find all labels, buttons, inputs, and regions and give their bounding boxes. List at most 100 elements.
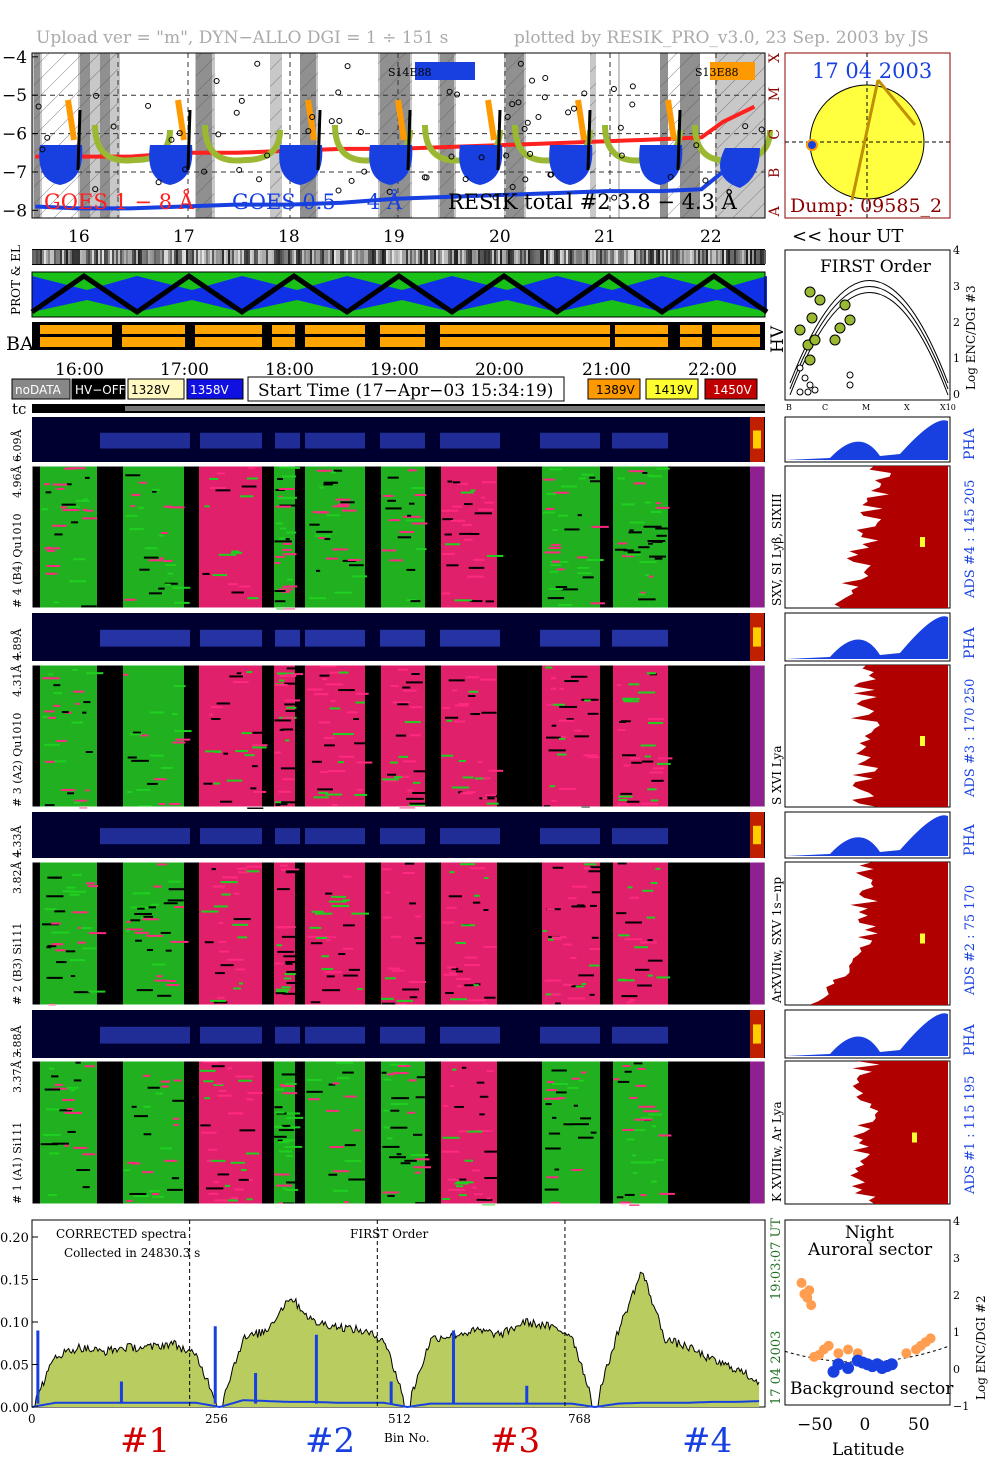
hv-legend-box-3 bbox=[186, 378, 244, 400]
channel-texture bbox=[281, 1085, 295, 1088]
channel-texture bbox=[143, 556, 159, 559]
barcode-bar bbox=[646, 250, 648, 264]
barcode-bar bbox=[224, 250, 226, 264]
channel-texture bbox=[654, 557, 663, 560]
channel-texture bbox=[173, 1079, 182, 1082]
channel-texture bbox=[221, 893, 231, 896]
goes-point bbox=[529, 77, 536, 84]
channel-texture bbox=[335, 1061, 354, 1064]
goes-point bbox=[344, 63, 351, 70]
channel-texture bbox=[275, 988, 290, 991]
barcode-bar bbox=[260, 250, 262, 264]
spectrum-ytick: 0.00 bbox=[0, 1401, 29, 1416]
channel-texture bbox=[282, 717, 295, 720]
channel-texture bbox=[552, 560, 561, 563]
channel-pha-band bbox=[380, 828, 425, 845]
channel-texture bbox=[635, 1084, 647, 1087]
barcode-bar bbox=[240, 250, 242, 264]
channel-texture bbox=[213, 905, 228, 908]
channel-texture bbox=[325, 683, 344, 686]
barcode-bar bbox=[556, 250, 558, 264]
barcode-bar bbox=[504, 250, 506, 264]
channel-texture bbox=[578, 1079, 584, 1082]
channel-texture bbox=[442, 553, 455, 556]
barcode-strip bbox=[32, 249, 766, 265]
channel-texture bbox=[64, 467, 74, 470]
barcode-bar bbox=[444, 250, 446, 264]
goes-orange-3 bbox=[395, 99, 407, 141]
barcode-bar bbox=[418, 250, 420, 264]
channel-texture bbox=[550, 564, 562, 567]
channel-texture bbox=[405, 681, 423, 684]
channel-texture bbox=[66, 1108, 74, 1111]
goes-point bbox=[535, 113, 542, 120]
channel-texture bbox=[641, 760, 654, 763]
channel-texture bbox=[218, 1090, 227, 1093]
barcode-bar bbox=[32, 250, 34, 264]
channel-texture bbox=[617, 477, 626, 480]
barcode-bar bbox=[262, 250, 264, 264]
barcode-bar bbox=[292, 250, 294, 264]
channel-pha-band bbox=[380, 1026, 425, 1044]
latitude-ytick: −1 bbox=[953, 1400, 969, 1413]
barcode-bar bbox=[326, 250, 328, 264]
barcode-bar bbox=[36, 250, 38, 264]
channel-texture bbox=[286, 578, 293, 581]
channel-texture bbox=[83, 701, 91, 704]
channel-band bbox=[441, 466, 497, 608]
channel-texture bbox=[634, 968, 650, 971]
channel-texture bbox=[580, 1071, 587, 1074]
channel-texture bbox=[410, 600, 421, 603]
channel-texture bbox=[621, 754, 637, 757]
barcode-bar bbox=[466, 250, 468, 264]
goes-gap-2 bbox=[215, 53, 270, 218]
channel-texture bbox=[125, 928, 143, 931]
channel-texture bbox=[550, 1201, 560, 1204]
barcode-bar bbox=[474, 250, 476, 264]
channel-texture bbox=[125, 929, 131, 932]
barcode-bar bbox=[184, 250, 186, 264]
sun-track-1 bbox=[850, 79, 880, 201]
channel-texture bbox=[413, 1166, 432, 1169]
channel-texture bbox=[328, 1083, 336, 1086]
channel-texture bbox=[218, 922, 223, 925]
barcode-bar bbox=[428, 250, 430, 264]
channel-texture bbox=[41, 508, 49, 511]
channel-texture bbox=[158, 803, 166, 806]
channel-edge bbox=[750, 1061, 764, 1204]
goes-point bbox=[44, 134, 51, 141]
hour-tick: 17 bbox=[173, 227, 195, 247]
channel-texture bbox=[42, 677, 60, 680]
channel-texture bbox=[199, 1069, 216, 1072]
barcode-bar bbox=[300, 250, 302, 264]
barcode-bar bbox=[654, 250, 656, 264]
channel-texture bbox=[582, 576, 594, 579]
channel-texture bbox=[313, 693, 329, 696]
channel-texture bbox=[624, 938, 643, 941]
channel-texture bbox=[209, 713, 214, 716]
channel-texture bbox=[455, 1178, 467, 1181]
channel-texture bbox=[84, 1065, 95, 1068]
channel-texture bbox=[637, 691, 656, 694]
first-order-ylabel: Log ENC/DGI #3 bbox=[964, 285, 978, 390]
channel-texture bbox=[324, 538, 331, 541]
channel-texture bbox=[332, 1082, 340, 1085]
first-order-xtick: X bbox=[904, 403, 910, 412]
channel-texture bbox=[447, 966, 456, 969]
spectrum-segment: #3 bbox=[490, 1421, 540, 1461]
channel-texture bbox=[628, 470, 645, 473]
barcode-bar bbox=[596, 250, 598, 264]
channel-texture bbox=[311, 760, 322, 763]
channel-pha-band bbox=[440, 432, 500, 449]
ba-band-top bbox=[272, 325, 295, 334]
barcode-bar bbox=[430, 250, 432, 264]
goes-orange-2 bbox=[305, 99, 317, 141]
channel-texture bbox=[444, 543, 461, 546]
channel-texture bbox=[310, 942, 323, 945]
channel-texture bbox=[461, 1066, 467, 1069]
channel-texture bbox=[274, 561, 281, 564]
goes-resik-seg-5 bbox=[586, 109, 592, 171]
barcode-bar bbox=[332, 250, 334, 264]
channel-texture bbox=[275, 684, 288, 687]
channel-texture bbox=[161, 531, 168, 534]
